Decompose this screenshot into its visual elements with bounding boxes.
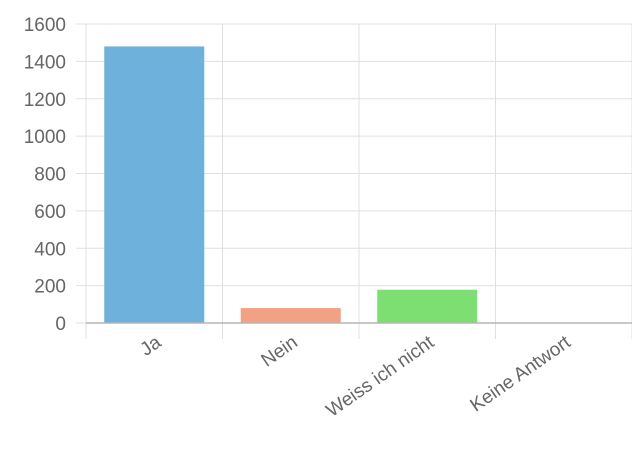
bar-weiss-ich-nicht[interactable] [377, 289, 478, 323]
bars [104, 46, 478, 324]
x-tick-label: Weiss ich nicht [323, 331, 439, 421]
bar-nein[interactable] [240, 308, 341, 323]
y-tick-label: 1400 [24, 52, 66, 73]
bar-ja[interactable] [104, 46, 205, 324]
y-tick-label: 600 [34, 202, 66, 223]
y-tick-label: 1200 [24, 90, 66, 111]
y-tick-label: 400 [34, 239, 66, 260]
y-tick-label: 200 [34, 277, 66, 298]
x-tick-label: Nein [258, 332, 302, 372]
y-tick-label: 0 [55, 314, 66, 335]
x-tick-label: Keine Antwort [467, 331, 576, 416]
y-tick-label: 1600 [24, 15, 66, 36]
y-tick-label: 800 [34, 165, 66, 186]
x-tick-label: Ja [137, 332, 166, 361]
y-tick-label: 1000 [24, 127, 66, 148]
